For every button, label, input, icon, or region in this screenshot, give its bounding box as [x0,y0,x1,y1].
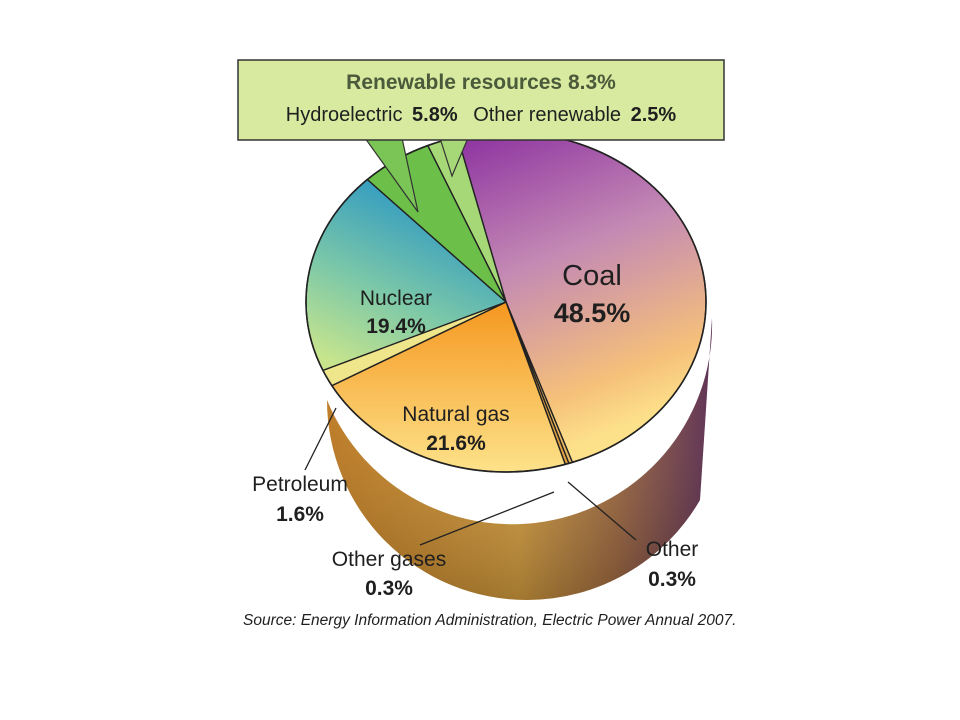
value-petroleum: 1.6% [276,503,324,526]
value-other: 0.3% [648,568,696,591]
pie-slices [305,131,707,473]
source-note: Source: Energy Information Administratio… [243,612,736,629]
callout-title: Renewable resources 8.3% [346,71,616,94]
value-nuclear: 19.4% [366,315,426,338]
value-coal: 48.5% [554,298,631,328]
label-nuclear: Nuclear [360,287,432,310]
callout-hydro-value: 5.8% [412,104,458,126]
label-coal: Coal [562,260,622,292]
callout-other-value: 2.5% [631,104,677,126]
value-natural-gas: 21.6% [426,432,486,455]
value-other-gases: 0.3% [365,577,413,600]
leader-other [567,481,637,541]
pie-side-shade [327,318,713,600]
leader-petroleum [304,407,337,471]
callout-detail: Hydroelectric 5.8% Other renewable 2.5% [286,104,677,126]
callout-other-label: Other renewable [473,104,621,126]
callout-box [237,59,725,141]
label-natural-gas: Natural gas [402,403,509,426]
callout-hydro-label: Hydroelectric [286,104,403,126]
label-petroleum: Petroleum [252,473,348,496]
label-other-gases: Other gases [332,548,446,571]
label-other: Other [646,538,699,561]
leader-other-gases [419,491,555,546]
